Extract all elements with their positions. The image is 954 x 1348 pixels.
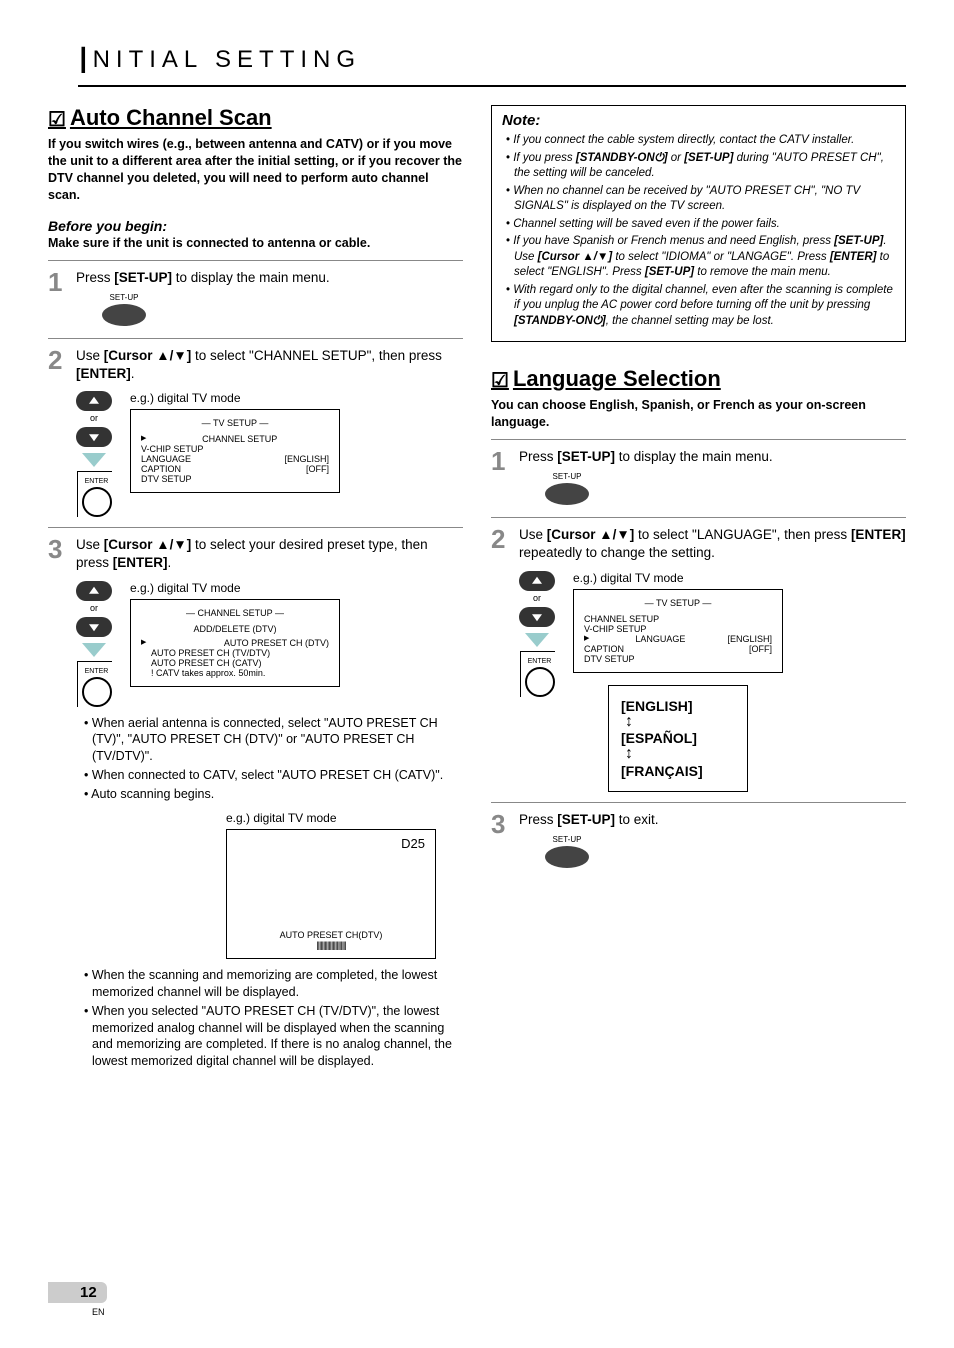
setup-button-icon bbox=[545, 846, 589, 868]
before-you-begin-label: Before you begin: bbox=[48, 218, 463, 234]
cursor-down-icon bbox=[76, 427, 112, 447]
setup-button-icon bbox=[545, 483, 589, 505]
before-you-begin-text: Make sure if the unit is connected to an… bbox=[48, 236, 463, 250]
page-number: 12 EN bbox=[48, 1282, 107, 1318]
cursor-buttons-graphic: or ENTER bbox=[76, 391, 112, 517]
step-number: 2 bbox=[491, 526, 519, 792]
cursor-buttons-graphic: or ENTER bbox=[76, 581, 112, 707]
cursor-up-icon bbox=[519, 571, 555, 591]
language-cycle-box: [ENGLISH] ↕ [ESPAÑOL] ↕ [FRANÇAIS] bbox=[608, 685, 748, 793]
setup-button-icon bbox=[102, 304, 146, 326]
note-item: If you press [STANDBY-ON⏻] or [SET-UP] d… bbox=[506, 151, 895, 182]
section-header: INITIAL SETTING bbox=[78, 40, 906, 87]
cursor-down-icon bbox=[519, 607, 555, 627]
auto-scan-intro: If you switch wires (e.g., between anten… bbox=[48, 136, 463, 204]
step3-text: Use [Cursor ▲/▼] to select your desired … bbox=[76, 536, 463, 572]
setup-button-graphic: SET-UP bbox=[537, 472, 597, 505]
cursor-down-icon bbox=[76, 617, 112, 637]
auto-preset-osd: D25 AUTO PRESET CH(DTV) ||||||||||||||||… bbox=[226, 829, 436, 959]
note-item: When no channel can be received by "AUTO… bbox=[506, 184, 895, 215]
cursor-up-icon bbox=[76, 391, 112, 411]
left-column: Auto Channel Scan If you switch wires (e… bbox=[48, 105, 463, 1082]
enter-button-icon bbox=[525, 667, 555, 697]
arrow-down-icon bbox=[82, 643, 106, 657]
note-box: Note: If you connect the cable system di… bbox=[491, 105, 906, 342]
right-column: Note: If you connect the cable system di… bbox=[491, 105, 906, 1082]
enter-button-icon bbox=[82, 487, 112, 517]
language-selection-title: Language Selection bbox=[491, 366, 906, 393]
step-number: 1 bbox=[48, 269, 76, 328]
note-item: If you have Spanish or French menus and … bbox=[506, 234, 895, 281]
note-item: If you connect the cable system directly… bbox=[506, 133, 895, 149]
right-step-2: 2 Use [Cursor ▲/▼] to select "LANGUAGE",… bbox=[491, 518, 906, 803]
step-number: 3 bbox=[491, 811, 519, 870]
right-step-1: 1 Press [SET-UP] to display the main men… bbox=[491, 440, 906, 518]
step3-bullets: When aerial antenna is connected, select… bbox=[84, 715, 463, 803]
left-step-3: 3 Use [Cursor ▲/▼] to select your desire… bbox=[48, 528, 463, 1082]
eg-label: e.g.) digital TV mode bbox=[573, 571, 783, 585]
step1-text: Press [SET-UP] to display the main menu. bbox=[76, 269, 463, 287]
tv-setup-osd: — TV SETUP — CHANNEL SETUP V-CHIP SETUP … bbox=[130, 409, 340, 493]
right-step-3: 3 Press [SET-UP] to exit. SET-UP bbox=[491, 803, 906, 880]
step3-bullets-2: When the scanning and memorizing are com… bbox=[84, 967, 463, 1070]
left-step-1: 1 Press [SET-UP] to display the main men… bbox=[48, 261, 463, 339]
step-number: 2 bbox=[48, 347, 76, 517]
left-step-2: 2 Use [Cursor ▲/▼] to select "CHANNEL SE… bbox=[48, 339, 463, 528]
step-number: 1 bbox=[491, 448, 519, 507]
auto-channel-scan-title: Auto Channel Scan bbox=[48, 105, 463, 132]
setup-button-graphic: SET-UP bbox=[537, 835, 597, 868]
step2-text: Use [Cursor ▲/▼] to select "CHANNEL SETU… bbox=[76, 347, 463, 383]
eg-label: e.g.) digital TV mode bbox=[130, 391, 340, 405]
arrow-down-icon bbox=[525, 633, 549, 647]
eg-label: e.g.) digital TV mode bbox=[130, 581, 340, 595]
note-item: With regard only to the digital channel,… bbox=[506, 283, 895, 330]
step-number: 3 bbox=[48, 536, 76, 1072]
header-rest: NITIAL SETTING bbox=[93, 46, 361, 73]
arrow-down-icon bbox=[82, 453, 106, 467]
note-item: Channel setting will be saved even if th… bbox=[506, 217, 895, 233]
cursor-buttons-graphic: or ENTER bbox=[519, 571, 555, 697]
tv-setup-osd: — TV SETUP — CHANNEL SETUP V-CHIP SETUP … bbox=[573, 589, 783, 673]
language-intro: You can choose English, Spanish, or Fren… bbox=[491, 397, 906, 431]
eg-label: e.g.) digital TV mode bbox=[226, 811, 463, 825]
cursor-up-icon bbox=[76, 581, 112, 601]
enter-button-icon bbox=[82, 677, 112, 707]
channel-setup-osd: — CHANNEL SETUP — ADD/DELETE (DTV) AUTO … bbox=[130, 599, 340, 687]
setup-button-graphic: SET-UP bbox=[94, 293, 154, 326]
